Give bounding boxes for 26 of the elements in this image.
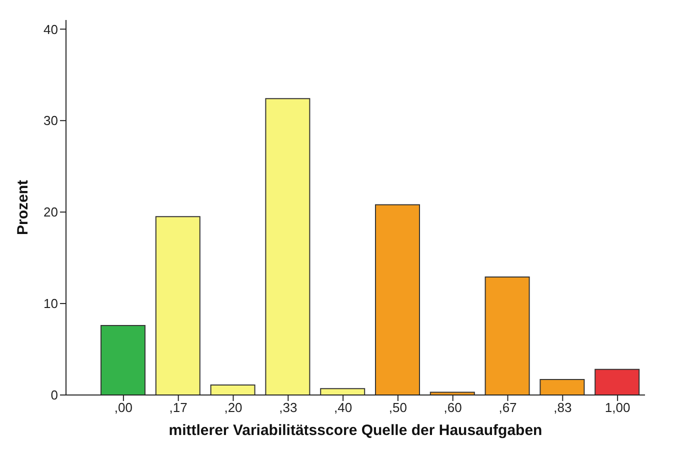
bar xyxy=(265,98,310,395)
y-tick-label: 30 xyxy=(44,113,58,128)
bar xyxy=(210,384,256,395)
bar xyxy=(484,276,530,395)
bar xyxy=(540,378,585,395)
x-tick-label: ,67 xyxy=(498,400,517,416)
x-tick-label: ,60 xyxy=(444,400,462,416)
bar xyxy=(375,204,420,395)
y-tick-label: 40 xyxy=(44,22,58,37)
y-tick-label: 0 xyxy=(50,388,58,403)
bar xyxy=(320,388,366,395)
x-tick-label: ,17 xyxy=(169,400,188,416)
y-tick-label: 20 xyxy=(44,204,58,220)
x-tick-label: ,83 xyxy=(554,400,572,416)
bar xyxy=(594,368,640,395)
y-axis-title: Prozent xyxy=(14,180,32,236)
x-tick-label: ,00 xyxy=(114,400,132,416)
bar xyxy=(155,216,200,395)
x-tick-label: ,50 xyxy=(388,400,407,416)
bar xyxy=(100,324,146,395)
x-tick-label: ,20 xyxy=(224,400,242,416)
x-tick-label: ,33 xyxy=(279,400,298,416)
x-tick-label: 1,00 xyxy=(604,400,630,416)
x-axis-title: mittlerer Variabilitätsscore Quelle der Hausaufgaben xyxy=(168,422,542,439)
x-tick-label: ,40 xyxy=(334,400,352,416)
y-tick-label: 10 xyxy=(44,296,58,312)
